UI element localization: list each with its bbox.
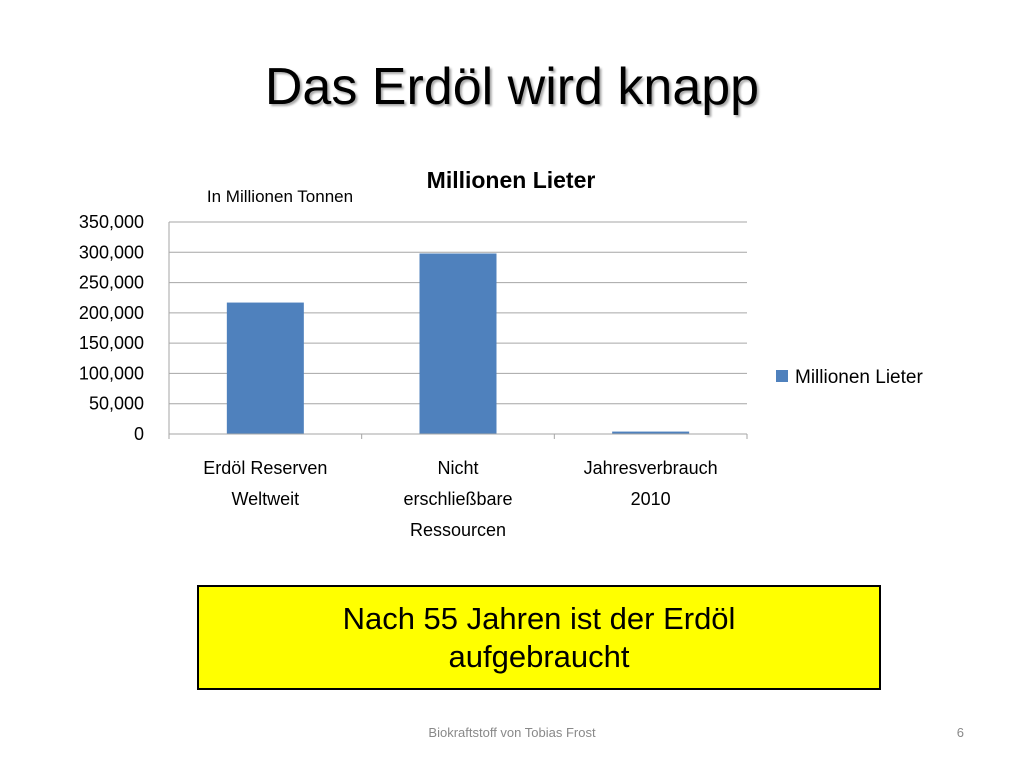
- slide-title: Das Erdöl wird knapp: [264, 58, 760, 116]
- y-tick-label: 350,000: [79, 212, 144, 232]
- slide-number: 6: [956, 725, 964, 740]
- footer-text: Biokraftstoff von Tobias Frost: [428, 725, 596, 740]
- legend-label: Millionen Lieter: [795, 367, 923, 388]
- chart-title: Millionen Lieter: [427, 167, 596, 193]
- chart-bars: [226, 253, 690, 434]
- category-label: Erdöl Reserven Weltweit: [203, 458, 327, 509]
- callout-box: Nach 55 Jahren ist der Erdöl aufgebrauch…: [197, 585, 881, 690]
- y-tick-label: 250,000: [79, 273, 144, 293]
- unit-note: In Millionen Tonnen: [206, 187, 354, 206]
- bar: [419, 253, 497, 434]
- bar: [226, 302, 304, 434]
- bar: [612, 431, 690, 434]
- y-tick-label: 0: [134, 424, 144, 444]
- callout-text: Nach 55 Jahren ist der Erdöl aufgebrauch…: [342, 600, 736, 674]
- category-label: Jahresverbrauch 2010: [584, 458, 718, 509]
- category-label: Nicht erschließbare Ressourcen: [403, 458, 512, 540]
- y-tick-label: 150,000: [79, 333, 144, 353]
- chart-axes: 0 50,000 100,000 150,000 200,000 250,000 300,0…: [79, 212, 748, 540]
- chart-legend: Millionen Lieter: [776, 367, 923, 388]
- y-tick-label: 300,000: [79, 242, 144, 262]
- y-tick-label: 200,000: [79, 303, 144, 323]
- y-tick-label: 100,000: [79, 363, 144, 383]
- legend-swatch: [776, 370, 788, 382]
- y-tick-label: 50,000: [89, 394, 144, 414]
